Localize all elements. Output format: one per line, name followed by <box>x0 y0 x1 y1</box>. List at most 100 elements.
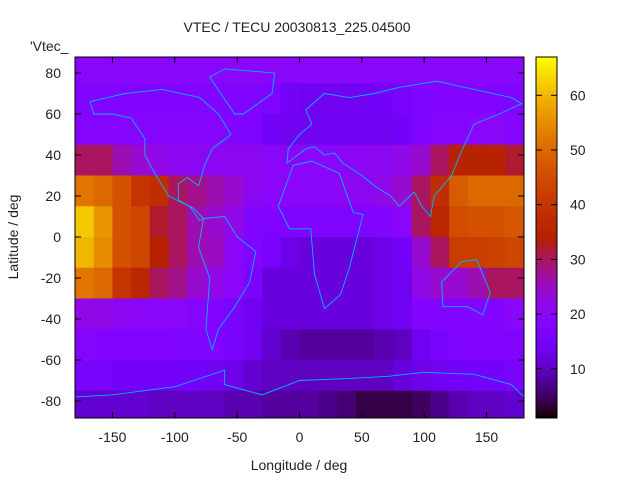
heatmap-cell <box>336 298 357 330</box>
heatmap-cell <box>318 329 338 361</box>
heatmap-cell <box>131 83 151 115</box>
heatmap-cell <box>262 114 282 146</box>
colorbar-segment <box>536 204 557 208</box>
heatmap-cell <box>131 57 151 84</box>
colorbar-segment <box>536 201 557 205</box>
heatmap-cell <box>411 114 431 146</box>
heatmap-cell <box>318 144 338 176</box>
colorbar-segment <box>536 312 557 317</box>
heatmap-cell <box>318 298 338 330</box>
heatmap-cell <box>93 298 113 330</box>
heatmap-cell <box>449 298 469 330</box>
heatmap-cell <box>449 83 469 115</box>
colorbar-segment <box>536 144 557 148</box>
heatmap-cell <box>505 206 525 238</box>
heatmap-cell <box>187 360 207 392</box>
x-tick-label: 150 <box>475 429 499 445</box>
heatmap-cell <box>393 144 413 176</box>
heatmap-cell <box>486 298 506 330</box>
heatmap-cell <box>374 206 394 238</box>
heatmap-cell <box>205 390 226 419</box>
colorbar-segment <box>536 372 557 377</box>
colorbar-segment <box>536 303 557 308</box>
y-tick-label: 20 <box>45 188 61 204</box>
colorbar-segment <box>536 354 557 359</box>
heatmap-cell <box>411 360 431 392</box>
heatmap-cell <box>355 114 375 146</box>
colorbar-segment <box>536 195 557 199</box>
colorbar-segment <box>536 273 557 278</box>
colorbar-segment <box>536 351 557 356</box>
heatmap-cell <box>393 206 413 238</box>
heatmap-cell <box>374 175 394 207</box>
colorbar-segment <box>536 285 557 290</box>
colorbar-segment <box>536 183 557 187</box>
heatmap-cell <box>430 267 450 299</box>
heatmap-cell <box>243 360 263 392</box>
heatmap-cell <box>93 329 113 361</box>
heatmap-cell <box>224 57 244 84</box>
colorbar-segment <box>536 399 557 404</box>
colorbar-segment <box>536 150 557 154</box>
colorbar-segment <box>536 318 557 323</box>
heatmap-cell <box>112 83 132 115</box>
colorbar-tick-label: 60 <box>570 87 586 103</box>
y-tick-label: 40 <box>45 147 61 163</box>
heatmap-cell <box>224 114 244 146</box>
heatmap-cell <box>486 83 506 115</box>
heatmap-cell <box>131 114 151 146</box>
colorbar-segment <box>536 330 557 335</box>
heatmap-cell <box>318 83 338 115</box>
heatmap-cell <box>355 390 375 419</box>
heatmap-cell <box>505 298 525 330</box>
colorbar-segment <box>536 396 557 401</box>
heatmap-cell <box>505 114 525 146</box>
heatmap-cell <box>149 390 170 419</box>
heatmap-cell <box>131 267 151 299</box>
colorbar-segment <box>536 276 557 281</box>
colorbar-segment <box>536 261 557 265</box>
heatmap-cell <box>505 329 525 361</box>
coastline <box>198 216 257 352</box>
heatmap-cell <box>336 144 357 176</box>
heatmap-cell <box>374 83 394 115</box>
heatmap-cell <box>262 298 282 330</box>
heatmap-cell <box>467 57 488 84</box>
colorbar-segment <box>536 174 557 178</box>
colorbar-segment <box>536 213 557 217</box>
heatmap-cell <box>336 360 357 392</box>
heatmap-cell <box>168 298 188 330</box>
heatmap-cell <box>243 114 263 146</box>
colorbar-tick-label: 40 <box>570 197 586 213</box>
heatmap-cell <box>318 114 338 146</box>
heatmap-cell <box>168 329 188 361</box>
colorbar-segment <box>536 159 557 163</box>
colorbar-tick-label: 10 <box>570 361 586 377</box>
heatmap-cell <box>75 57 95 84</box>
colorbar-segment <box>536 402 557 407</box>
colorbar-segment <box>536 333 557 338</box>
heatmap-cell <box>224 360 244 392</box>
heatmap-cell <box>168 83 188 115</box>
colorbar-segment <box>536 171 557 175</box>
heatmap-cell <box>243 144 263 176</box>
heatmap-cell <box>299 175 319 207</box>
heatmap-cell <box>112 267 132 299</box>
heatmap-cell <box>131 206 151 238</box>
heatmap-cell <box>505 144 525 176</box>
heatmap-cell <box>243 267 263 299</box>
colorbar-segment <box>536 339 557 344</box>
heatmap-cell <box>505 175 525 207</box>
heatmap-cell <box>280 360 300 392</box>
heatmap-cell <box>318 175 338 207</box>
heatmap-cell <box>262 360 282 392</box>
heatmap-cell <box>449 175 469 207</box>
x-tick-label: -150 <box>98 429 126 445</box>
colorbar-segment <box>536 81 557 85</box>
colorbar-segment <box>536 180 557 184</box>
heatmap-cell <box>411 83 431 115</box>
y-tick-label: 0 <box>53 229 61 245</box>
colorbar-segment <box>536 315 557 320</box>
heatmap-cell <box>336 390 357 419</box>
